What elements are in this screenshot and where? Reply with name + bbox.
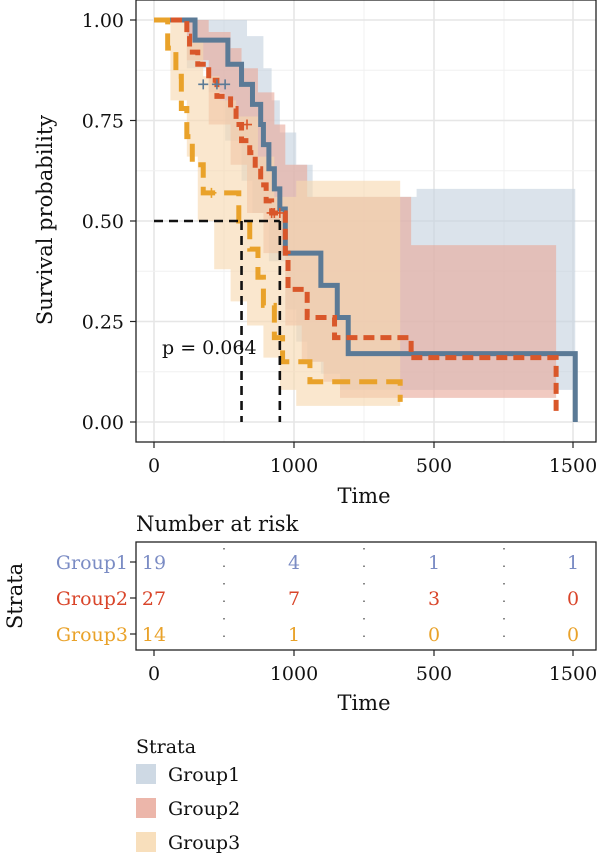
y-tick-label-0: 0.00 xyxy=(82,412,124,434)
legend-label-group3: Group3 xyxy=(168,832,240,854)
risk-table-y-title: Strata xyxy=(3,563,27,629)
legend-swatch-group3 xyxy=(136,832,156,852)
risk-table-dotted-guides xyxy=(223,548,505,646)
risk-value-group2-3: 0 xyxy=(567,588,579,610)
risk-table-x-title: Time xyxy=(337,691,390,715)
x-axis-title: Time xyxy=(337,484,390,508)
risk-value-group1-1: 4 xyxy=(288,552,300,574)
median-guides xyxy=(154,219,282,422)
risk-table-x-ticks: 0 1000 500 1500 xyxy=(148,650,597,685)
censor-mark-group1-0 xyxy=(198,79,209,90)
survival-plot: p = 0.064 0 1000 500 1500 0.00 0.25 0.50 0.75 1… xyxy=(33,0,597,508)
y-tick-label-3: 0.75 xyxy=(82,111,124,133)
risk-value-group3-1: 1 xyxy=(288,624,300,646)
y-axis-title: Survival probability xyxy=(33,115,57,325)
y-tick-label-2: 0.50 xyxy=(82,211,124,233)
risk-row-label-group1: Group1 xyxy=(56,552,128,574)
legend-label-group1: Group1 xyxy=(168,764,240,786)
survival-curves xyxy=(154,17,578,422)
risk-value-group1-0: 19 xyxy=(142,552,166,574)
risk-x-tick-label-1: 1000 xyxy=(270,663,318,685)
legend-title: Strata xyxy=(136,736,196,758)
risk-table-rows: Group1 19 4 1 1 Group2 27 7 3 0 Group3 14 1 0 0 xyxy=(56,552,579,646)
risk-value-group1-2: 1 xyxy=(428,552,440,574)
x-tick-label-2: 500 xyxy=(416,455,452,477)
censor-marks xyxy=(198,79,285,218)
x-tick-label-0: 0 xyxy=(148,455,160,477)
censor-mark-group2-3 xyxy=(274,207,285,218)
y-axis-ticks: 0.00 0.25 0.50 0.75 1.00 xyxy=(82,10,136,434)
survival-line-group1 xyxy=(154,17,578,422)
risk-x-tick-label-2: 500 xyxy=(416,663,452,685)
risk-x-tick-label-0: 0 xyxy=(148,663,160,685)
risk-row-label-group3: Group3 xyxy=(56,624,128,646)
survival-line-group2 xyxy=(154,17,559,414)
x-tick-label-1: 1000 xyxy=(270,455,318,477)
x-axis-ticks: 0 1000 500 1500 xyxy=(148,442,597,477)
risk-value-group2-1: 7 xyxy=(288,588,300,610)
y-tick-label-1: 0.25 xyxy=(82,312,124,334)
risk-table-title: Number at risk xyxy=(136,512,299,536)
risk-value-group1-3: 1 xyxy=(567,552,579,574)
y-tick-label-4: 1.00 xyxy=(82,10,124,32)
risk-value-group2-2: 3 xyxy=(428,588,440,610)
risk-x-tick-label-3: 1500 xyxy=(549,663,597,685)
censor-mark-group1-2 xyxy=(220,79,231,90)
risk-row-label-group2: Group2 xyxy=(56,588,128,610)
risk-value-group2-0: 27 xyxy=(142,588,166,610)
censor-mark-group2-0 xyxy=(242,119,253,130)
legend-label-group2: Group2 xyxy=(168,798,240,820)
risk-table-frame xyxy=(135,541,597,651)
risk-value-group3-2: 0 xyxy=(428,624,440,646)
p-value-annotation: p = 0.064 xyxy=(162,337,257,359)
legend: Strata Group1 Group2 Group3 xyxy=(136,736,240,854)
censor-mark-group3-0 xyxy=(206,187,217,198)
risk-value-group3-3: 0 xyxy=(567,624,579,646)
x-tick-label-3: 1500 xyxy=(549,455,597,477)
legend-swatch-group1 xyxy=(136,764,156,784)
legend-items: Group1 Group2 Group3 xyxy=(136,764,240,854)
legend-swatch-group2 xyxy=(136,798,156,818)
risk-value-group3-0: 14 xyxy=(142,624,166,646)
